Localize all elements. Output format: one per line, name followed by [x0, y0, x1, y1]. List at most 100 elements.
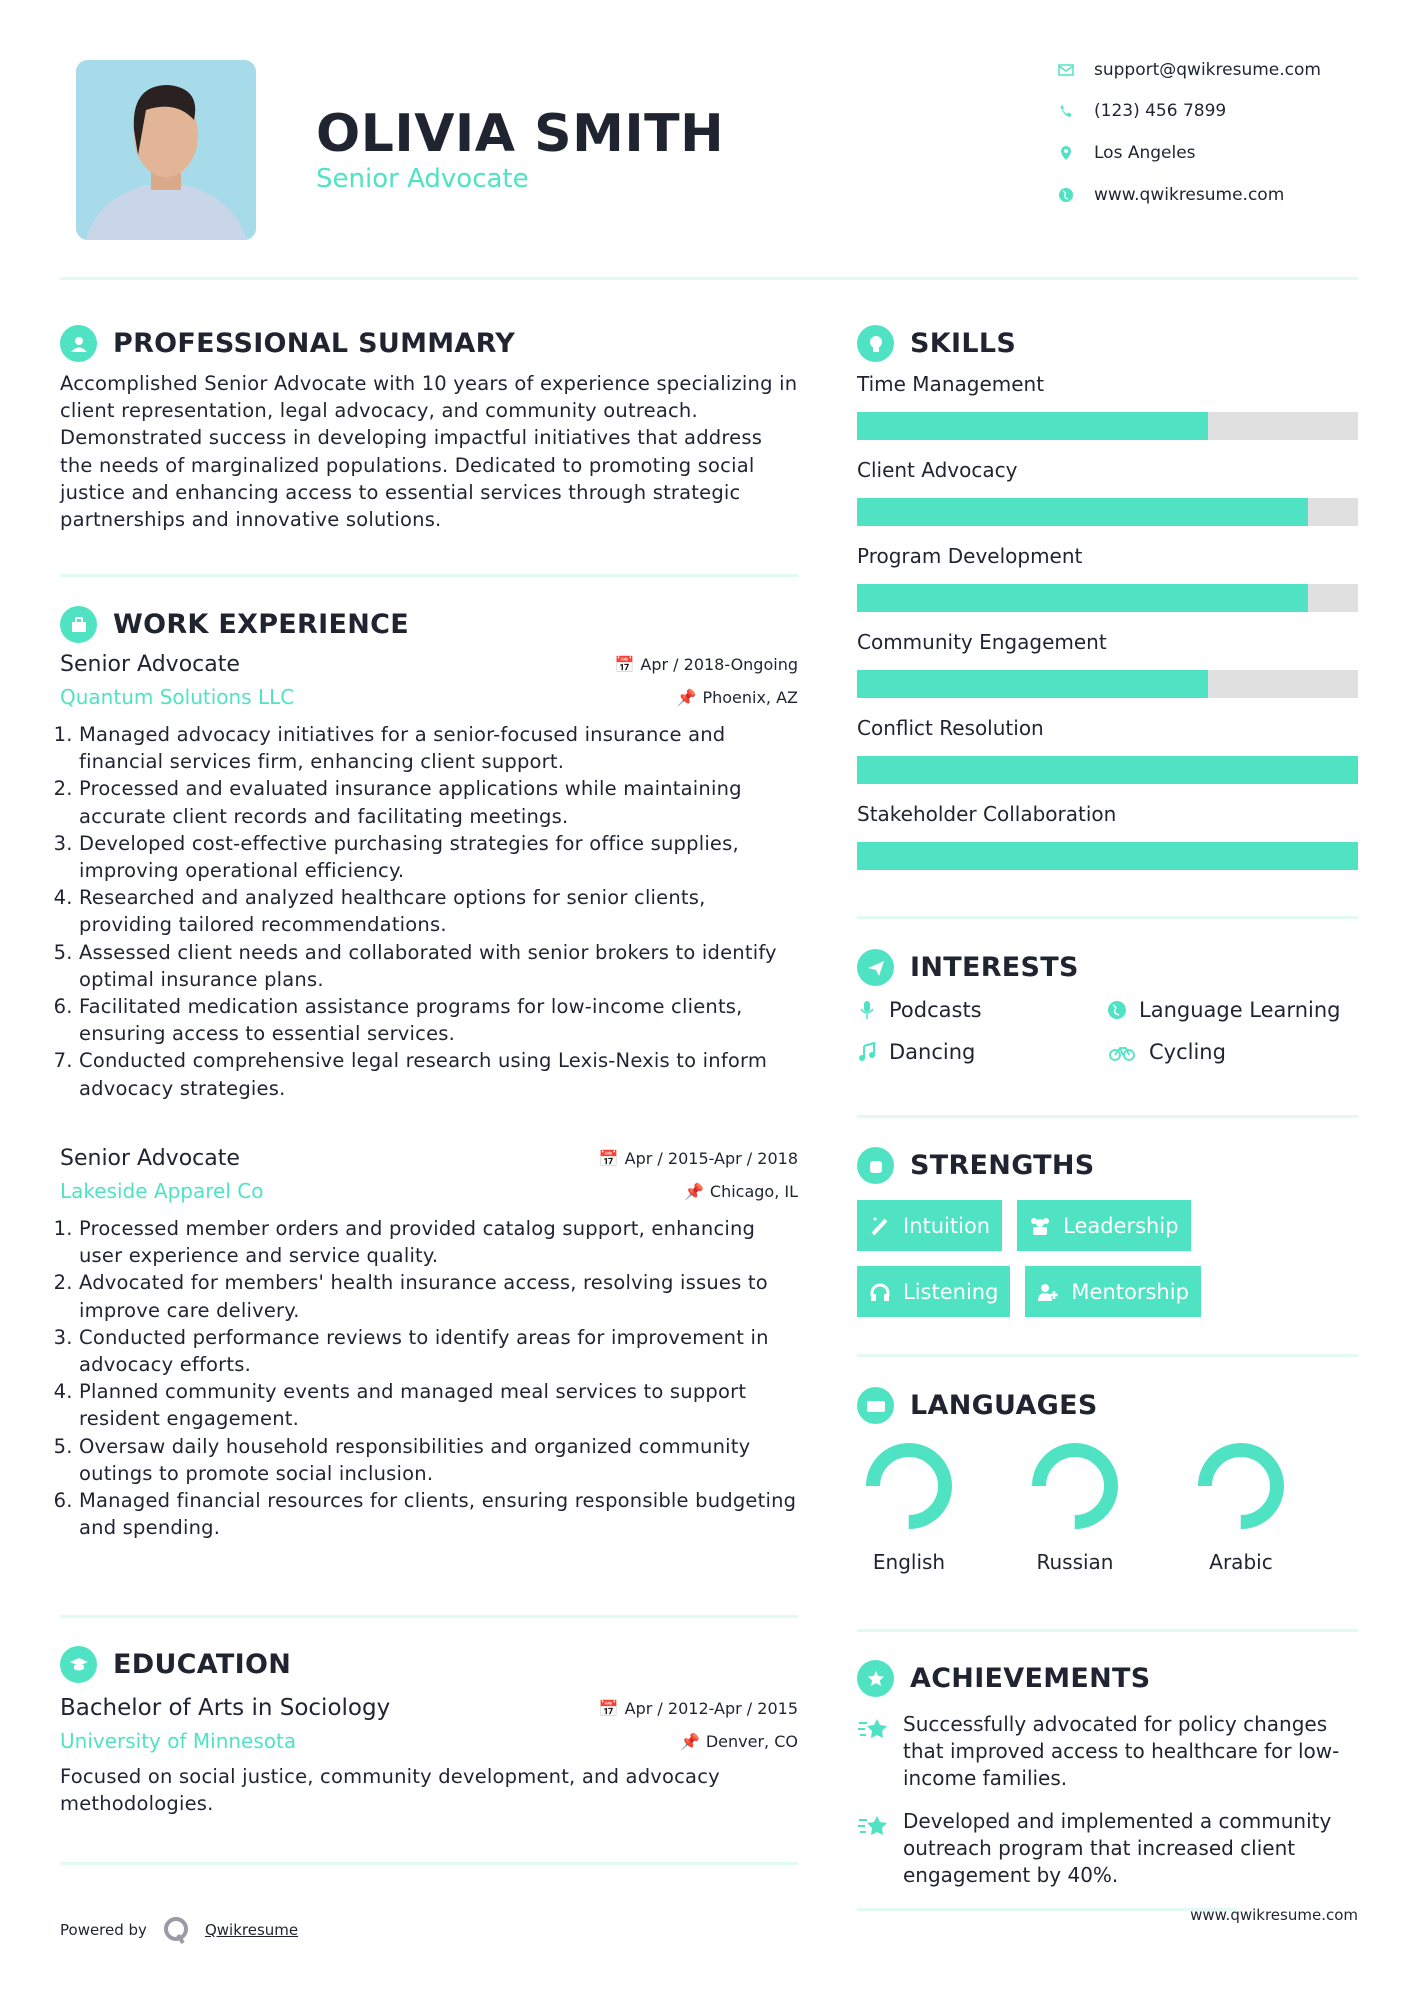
- languages-section: LANGUAGES English Russian Arabic: [857, 1387, 1358, 1574]
- interest-item: Cycling: [1107, 1040, 1357, 1064]
- skill-bar: [857, 756, 1358, 784]
- calendar-icon: 📅: [598, 1149, 619, 1168]
- achievement-item: Successfully advocated for policy change…: [857, 1711, 1358, 1792]
- language-level-ring: [866, 1443, 952, 1529]
- interests-section: INTERESTS Podcasts Language Learning Dan…: [857, 949, 1358, 1064]
- bullet: Developed cost-effective purchasing stra…: [79, 830, 798, 884]
- skill-name: Client Advocacy: [857, 458, 1018, 482]
- website-text: www.qwikresume.com: [1094, 185, 1285, 205]
- achievements-section: ACHIEVEMENTS Successfully advocated for …: [857, 1660, 1358, 1905]
- strength-badge: Leadership: [1017, 1200, 1191, 1251]
- professional-summary-section: PROFESSIONAL SUMMARY Accomplished Senior…: [60, 325, 798, 533]
- divider: [857, 1354, 1358, 1357]
- users-icon: [1031, 1217, 1050, 1235]
- achievements-list: Successfully advocated for policy change…: [857, 1711, 1358, 1889]
- divider: [60, 574, 798, 577]
- magic-wand-icon: [871, 1217, 888, 1235]
- divider: [857, 916, 1358, 919]
- divider: [60, 1615, 798, 1618]
- skill-name: Stakeholder Collaboration: [857, 802, 1117, 826]
- shooting-star-icon: [858, 1719, 887, 1738]
- star-badge-icon: [857, 1660, 894, 1697]
- education-location: Denver, CO: [705, 1731, 798, 1751]
- bullet: Conducted performance reviews to identif…: [79, 1324, 798, 1378]
- pushpin-icon: 📌: [676, 687, 697, 707]
- contact-website[interactable]: www.qwikresume.com: [1058, 185, 1284, 205]
- skill-bar-fill: [857, 498, 1308, 526]
- strength-badge: Mentorship: [1025, 1266, 1201, 1317]
- skill-bar: [857, 498, 1358, 526]
- company-name: Quantum Solutions LLC: [60, 685, 295, 709]
- globe-icon: [1108, 1001, 1126, 1019]
- job-location: Chicago, IL: [709, 1181, 798, 1201]
- contact-email[interactable]: support@qwikresume.com: [1058, 60, 1321, 80]
- skills-list: Time Management Client Advocacy Program De…: [857, 372, 1358, 870]
- candidate-title: Senior Advocate: [316, 164, 529, 194]
- divider: [857, 1629, 1358, 1632]
- language-item: Arabic: [1197, 1442, 1285, 1574]
- strengths-heading: STRENGTHS: [857, 1147, 1358, 1184]
- pushpin-icon: 📌: [683, 1181, 704, 1201]
- footer-powered: Powered by Qwikresume: [60, 1915, 298, 1945]
- language-item: English: [865, 1442, 953, 1574]
- language-level-ring: [1032, 1443, 1118, 1529]
- powered-by-text: Powered by: [60, 1921, 147, 1939]
- education-text: Focused on social justice, community dev…: [60, 1765, 720, 1816]
- language-name: Arabic: [1209, 1550, 1273, 1574]
- footer-website[interactable]: www.qwikresume.com: [1190, 1906, 1358, 1924]
- work-experience-section: WORK EXPERIENCE: [60, 606, 798, 643]
- strength-badge: Intuition: [857, 1200, 1003, 1251]
- divider: [60, 1862, 798, 1865]
- strengths-list: Intuition Leadership Listening Mentorshi…: [857, 1200, 1277, 1317]
- job-dates: Apr / 2018-Ongoing: [640, 655, 798, 674]
- phone-icon: [1060, 105, 1072, 117]
- lightbulb-icon: [857, 325, 894, 362]
- education-dates: Apr / 2012-Apr / 2015: [624, 1698, 798, 1718]
- company-name: Lakeside Apparel Co: [60, 1179, 264, 1203]
- bullet: Facilitated medication assistance progra…: [79, 993, 798, 1047]
- language-name: Russian: [1036, 1550, 1114, 1574]
- music-icon: [859, 1042, 875, 1061]
- bullet: Conducted comprehensive legal research u…: [79, 1047, 798, 1101]
- bullet: Planned community events and managed mea…: [79, 1378, 798, 1432]
- phone-text: (123) 456 7899: [1094, 101, 1227, 121]
- skills-section: SKILLS Time Management Client Advocacy Pro…: [857, 325, 1358, 888]
- contact-location: Los Angeles: [1058, 143, 1196, 163]
- pushpin-icon: 📌: [679, 1731, 700, 1751]
- skill-bar: [857, 584, 1358, 612]
- divider: [857, 1908, 1237, 1911]
- fist-icon: [857, 1147, 894, 1184]
- skill-name: Time Management: [857, 372, 1045, 396]
- interest-item: Language Learning: [1107, 998, 1357, 1022]
- education-heading: EDUCATION: [60, 1646, 798, 1683]
- shooting-star-icon: [858, 1816, 887, 1835]
- job-bullets: Processed member orders and provided cat…: [60, 1215, 798, 1541]
- job-title: Senior Advocate: [60, 1146, 240, 1171]
- skill-bar-fill: [857, 412, 1208, 440]
- languages-list: English Russian Arabic: [857, 1442, 1358, 1574]
- email-text: support@qwikresume.com: [1094, 60, 1321, 80]
- interest-item: Podcasts: [857, 998, 1107, 1022]
- skill-name: Program Development: [857, 544, 1083, 568]
- skill-name: Conflict Resolution: [857, 716, 1044, 740]
- interests-list: Podcasts Language Learning Dancing Cycli…: [857, 998, 1358, 1064]
- language-icon: [857, 1387, 894, 1424]
- location-text: Los Angeles: [1094, 143, 1196, 163]
- brand-link[interactable]: Qwikresume: [204, 1921, 299, 1939]
- bullet: Oversaw daily household responsibilities…: [79, 1433, 798, 1487]
- language-name: English: [872, 1550, 946, 1574]
- achievements-heading: ACHIEVEMENTS: [857, 1660, 1358, 1697]
- calendar-icon: 📅: [598, 1698, 619, 1718]
- bullet: Managed advocacy initiatives for a senio…: [79, 721, 798, 775]
- bullet: Managed financial resources for clients,…: [79, 1487, 798, 1541]
- job-dates: Apr / 2015-Apr / 2018: [624, 1149, 798, 1168]
- qwikresume-logo: [163, 1917, 188, 1945]
- job-bullets: Managed advocacy initiatives for a senio…: [60, 721, 798, 1102]
- bullet: Assessed client needs and collaborated w…: [79, 939, 798, 993]
- skill-bar-fill: [857, 756, 1358, 784]
- bicycle-icon: [1109, 1047, 1135, 1061]
- user-plus-icon: [1038, 1283, 1059, 1301]
- header-divider: [60, 277, 1358, 280]
- envelope-icon: [1058, 64, 1074, 76]
- headphones-icon: [870, 1283, 890, 1301]
